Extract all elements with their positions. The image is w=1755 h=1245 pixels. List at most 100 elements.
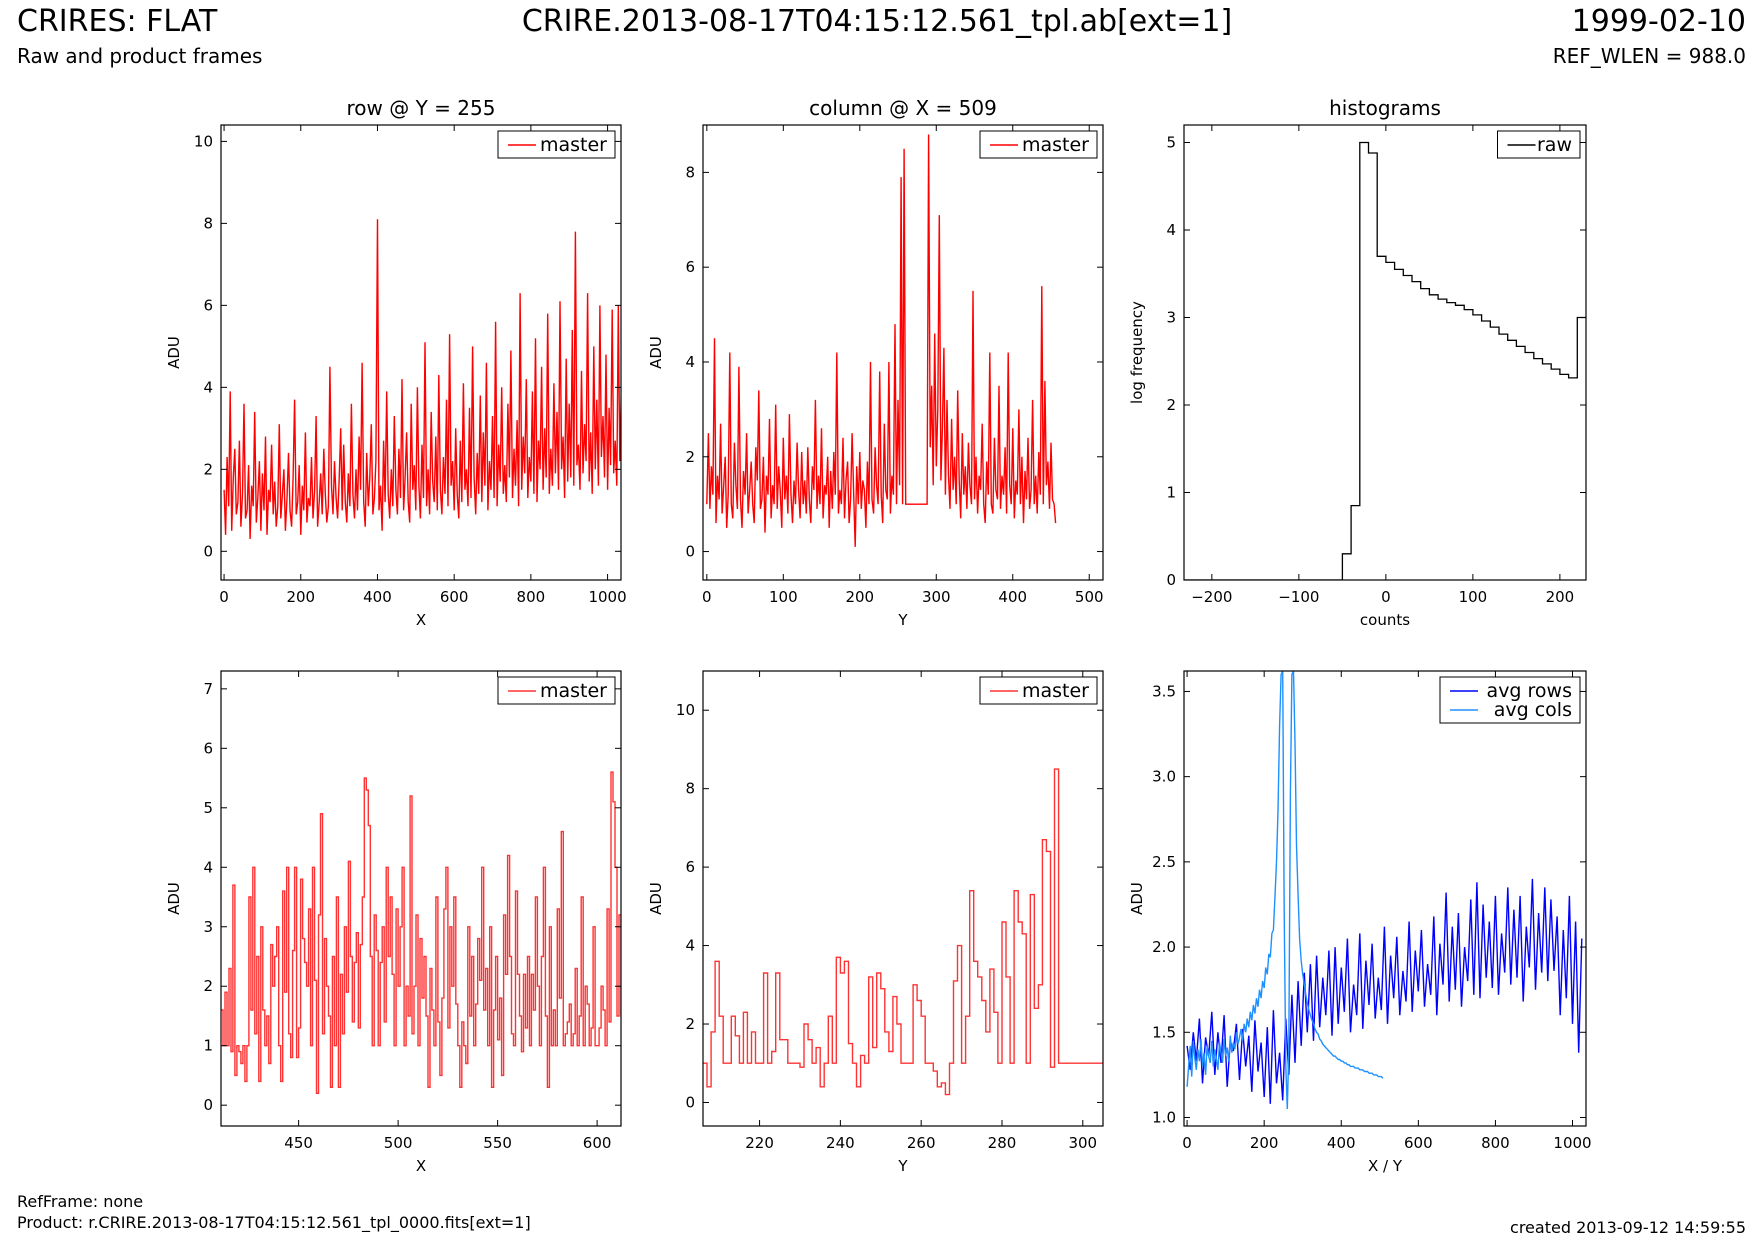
x-tick-label: 600 (1404, 1134, 1433, 1152)
legend-label: master (540, 680, 607, 702)
legend-label: avg cols (1494, 699, 1572, 721)
x-tick-label: 100 (1459, 588, 1488, 606)
y-tick-label: 5 (203, 799, 213, 817)
y-tick-label: 4 (1166, 221, 1176, 239)
x-tick-label: 550 (483, 1134, 512, 1152)
y-tick-label: 10 (194, 132, 213, 150)
y-tick-label: 8 (685, 163, 695, 181)
x-tick-label: 400 (363, 588, 392, 606)
y-tick-label: 1.0 (1152, 1108, 1176, 1126)
x-axis-label: X (416, 611, 426, 629)
panel-title: histograms (1329, 96, 1441, 120)
legend: master (979, 676, 1098, 705)
x-tick-label: 800 (517, 588, 546, 606)
legend: raw (1497, 130, 1581, 159)
y-tick-label: 3 (1166, 309, 1176, 327)
plot-frame (220, 670, 622, 1127)
x-axis-label: Y (897, 1157, 908, 1175)
x-tick-label: 600 (440, 588, 469, 606)
y-tick-label: 10 (676, 701, 695, 719)
series-line-master (703, 768, 1103, 1096)
y-tick-label: 7 (203, 680, 213, 698)
x-tick-label: 600 (583, 1134, 612, 1152)
x-tick-label: 300 (1068, 1134, 1097, 1152)
page-subtitle: Raw and product frames (17, 44, 263, 68)
y-tick-label: 3 (203, 918, 213, 936)
x-axis-label: X (416, 1157, 426, 1175)
y-axis-label: ADU (647, 336, 665, 369)
y-tick-label: 6 (685, 258, 695, 276)
x-tick-label: −200 (1191, 588, 1232, 606)
x-tick-label: 400 (1327, 1134, 1356, 1152)
panel-column: 0 100 200 300 400 500 0 2 4 6 8 column @ X = 509 Y AD… (647, 96, 1104, 629)
x-tick-label: −100 (1278, 588, 1319, 606)
plot-frame (702, 124, 1104, 581)
legend-label: avg rows (1487, 680, 1572, 702)
x-tick-label: 1000 (1553, 1134, 1591, 1152)
y-tick-label: 4 (685, 353, 695, 371)
y-axis-label: ADU (165, 882, 183, 915)
series-line-master (706, 134, 1057, 547)
y-tick-label: 1.5 (1152, 1023, 1176, 1041)
y-axis-label: ADU (647, 882, 665, 915)
legend-box (497, 676, 616, 705)
page-title: CRIRES: FLAT (17, 4, 218, 39)
y-tick-label: 4 (203, 858, 213, 876)
date-label: 1999-02-10 (1571, 4, 1746, 39)
y-tick-label: 6 (685, 858, 695, 876)
y-tick-label: 6 (203, 296, 213, 314)
x-tick-label: 800 (1481, 1134, 1510, 1152)
legend-label: master (540, 134, 607, 156)
y-tick-label: 0 (685, 1093, 695, 1111)
y-tick-label: 3.5 (1152, 682, 1176, 700)
x-tick-label: 240 (826, 1134, 855, 1152)
x-tick-label: 500 (1075, 588, 1104, 606)
x-tick-label: 200 (1250, 1134, 1279, 1152)
x-tick-label: 300 (922, 588, 951, 606)
y-tick-label: 4 (685, 937, 695, 955)
y-axis-label: log frequency (1128, 301, 1146, 404)
ref-frame-label: RefFrame: none (17, 1192, 144, 1211)
y-tick-label: 8 (685, 780, 695, 798)
product-label: Product: r.CRIRE.2013-08-17T04:15:12.561… (17, 1213, 531, 1232)
file-name-title: CRIRE.2013-08-17T04:15:12.561_tpl.ab[ext… (521, 4, 1233, 39)
plot-frame (1183, 670, 1587, 1127)
x-tick-label: 200 (845, 588, 874, 606)
y-tick-label: 2 (203, 460, 213, 478)
y-tick-label: 4 (203, 378, 213, 396)
panel-row-zoom: 450 500 550 600 0 1 2 3 4 5 6 7 X ADU master (165, 670, 622, 1175)
x-tick-label: 0 (1381, 588, 1391, 606)
series-line-raw (1184, 141, 1586, 580)
x-tick-label: 260 (907, 1134, 936, 1152)
panel-title: row @ Y = 255 (347, 96, 496, 120)
y-tick-label: 2 (203, 977, 213, 995)
y-tick-label: 1 (1166, 484, 1176, 502)
y-axis-label: ADU (1128, 882, 1146, 915)
x-axis-label: X / Y (1368, 1157, 1403, 1175)
y-tick-label: 0 (1166, 571, 1176, 589)
y-tick-label: 1 (203, 1037, 213, 1055)
panel-averages: 0 200 400 600 800 1000 1.0 1.5 2.0 2.5 3.0 3.5 X / Y… (1128, 670, 1592, 1175)
y-tick-label: 2 (1166, 396, 1176, 414)
plot-frame (220, 124, 622, 581)
legend-box (1439, 676, 1581, 724)
x-tick-label: 200 (1546, 588, 1575, 606)
legend: master (979, 130, 1098, 159)
y-tick-label: 3.0 (1152, 768, 1176, 786)
x-axis-label: counts (1360, 611, 1410, 629)
created-timestamp: created 2013-09-12 14:59:55 (1510, 1218, 1746, 1237)
plot-frame (1183, 124, 1587, 581)
y-tick-label: 6 (203, 739, 213, 757)
y-tick-label: 2.0 (1152, 938, 1176, 956)
series-line-master (221, 771, 621, 1095)
legend: master (497, 130, 616, 159)
x-tick-label: 400 (998, 588, 1027, 606)
ref-wavelength-label: REF_WLEN = 988.0 (1552, 44, 1746, 68)
y-tick-label: 0 (685, 543, 695, 561)
panel-column-zoom: 220 240 260 280 300 0 2 4 6 8 10 Y ADU master (647, 670, 1104, 1175)
legend-label: master (1022, 134, 1089, 156)
y-axis-label: ADU (165, 336, 183, 369)
legend-label: master (1022, 680, 1089, 702)
x-axis-label: Y (897, 611, 908, 629)
